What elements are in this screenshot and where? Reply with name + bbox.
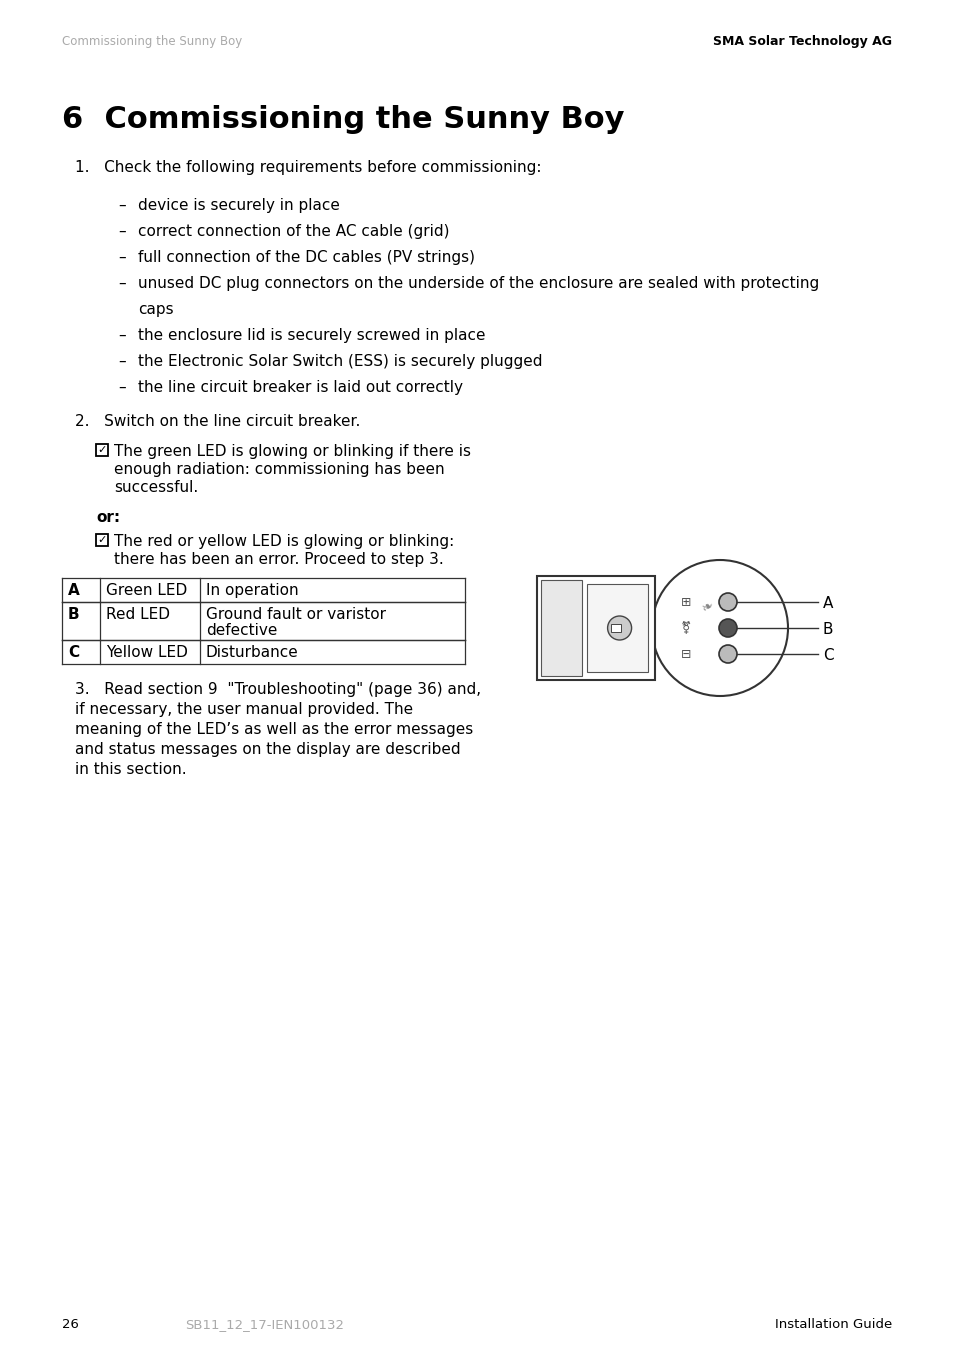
Text: the enclosure lid is securely screwed in place: the enclosure lid is securely screwed in…: [138, 329, 485, 343]
Text: the line circuit breaker is laid out correctly: the line circuit breaker is laid out cor…: [138, 380, 462, 395]
Text: SB11_12_17-IEN100132: SB11_12_17-IEN100132: [185, 1318, 344, 1332]
Text: SMA Solar Technology AG: SMA Solar Technology AG: [712, 35, 891, 49]
Text: and status messages on the display are described: and status messages on the display are d…: [75, 742, 460, 757]
Text: A: A: [68, 583, 80, 598]
Bar: [96, 534, 108, 546]
Text: in this section.: in this section.: [75, 763, 187, 777]
Text: or:: or:: [96, 510, 120, 525]
Text: successful.: successful.: [113, 480, 198, 495]
Bar: [537, 576, 655, 680]
Bar: [586, 584, 647, 672]
Text: A: A: [822, 596, 833, 611]
Text: defective: defective: [206, 623, 277, 638]
Text: –: –: [118, 224, 126, 239]
Text: B: B: [822, 622, 833, 637]
Text: The red or yellow LED is glowing or blinking:: The red or yellow LED is glowing or blin…: [113, 534, 454, 549]
Text: ❧: ❧: [699, 598, 716, 615]
Text: 1.   Check the following requirements before commissioning:: 1. Check the following requirements befo…: [75, 160, 541, 174]
Text: if necessary, the user manual provided. The: if necessary, the user manual provided. …: [75, 702, 413, 717]
Circle shape: [719, 594, 737, 611]
Text: ⊞: ⊞: [680, 595, 691, 608]
Circle shape: [719, 619, 737, 637]
Text: there has been an error. Proceed to step 3.: there has been an error. Proceed to step…: [113, 552, 443, 566]
Circle shape: [719, 645, 737, 662]
Bar: [62, 602, 464, 639]
Bar: [62, 639, 464, 664]
Text: meaning of the LED’s as well as the error messages: meaning of the LED’s as well as the erro…: [75, 722, 473, 737]
Text: In operation: In operation: [206, 583, 298, 598]
Circle shape: [651, 560, 787, 696]
Text: 6  Commissioning the Sunny Boy: 6 Commissioning the Sunny Boy: [62, 105, 624, 134]
Bar: [540, 580, 581, 676]
Text: 26: 26: [62, 1318, 79, 1332]
Text: –: –: [118, 250, 126, 265]
Circle shape: [607, 617, 631, 639]
Text: caps: caps: [138, 301, 173, 316]
Text: Disturbance: Disturbance: [206, 645, 298, 660]
Text: correct connection of the AC cable (grid): correct connection of the AC cable (grid…: [138, 224, 449, 239]
Text: the Electronic Solar Switch (ESS) is securely plugged: the Electronic Solar Switch (ESS) is sec…: [138, 354, 542, 369]
Text: –: –: [118, 276, 126, 291]
Text: ✓: ✓: [97, 535, 107, 545]
Text: Commissioning the Sunny Boy: Commissioning the Sunny Boy: [62, 35, 242, 49]
Text: 2.   Switch on the line circuit breaker.: 2. Switch on the line circuit breaker.: [75, 414, 360, 429]
Text: C: C: [822, 648, 833, 662]
Text: Red LED: Red LED: [106, 607, 170, 622]
Text: C: C: [68, 645, 79, 660]
Bar: [62, 579, 464, 602]
Text: ⚧: ⚧: [680, 622, 691, 634]
Text: –: –: [118, 354, 126, 369]
Text: device is securely in place: device is securely in place: [138, 197, 339, 214]
Text: enough radiation: commissioning has been: enough radiation: commissioning has been: [113, 462, 444, 477]
Text: B: B: [68, 607, 79, 622]
Text: ✓: ✓: [97, 445, 107, 456]
Text: full connection of the DC cables (PV strings): full connection of the DC cables (PV str…: [138, 250, 475, 265]
Text: –: –: [118, 197, 126, 214]
Text: 3.   Read section 9  "Troubleshooting" (page 36) and,: 3. Read section 9 "Troubleshooting" (pag…: [75, 681, 480, 698]
Text: Yellow LED: Yellow LED: [106, 645, 188, 660]
Text: unused DC plug connectors on the underside of the enclosure are sealed with prot: unused DC plug connectors on the undersi…: [138, 276, 819, 291]
Bar: [611, 625, 620, 631]
Text: The green LED is glowing or blinking if there is: The green LED is glowing or blinking if …: [113, 443, 471, 458]
Text: Ground fault or varistor: Ground fault or varistor: [206, 607, 386, 622]
Text: –: –: [118, 380, 126, 395]
Text: ⊟: ⊟: [680, 648, 691, 661]
Text: Green LED: Green LED: [106, 583, 187, 598]
Bar: [96, 443, 108, 456]
Text: Installation Guide: Installation Guide: [774, 1318, 891, 1332]
Text: –: –: [118, 329, 126, 343]
